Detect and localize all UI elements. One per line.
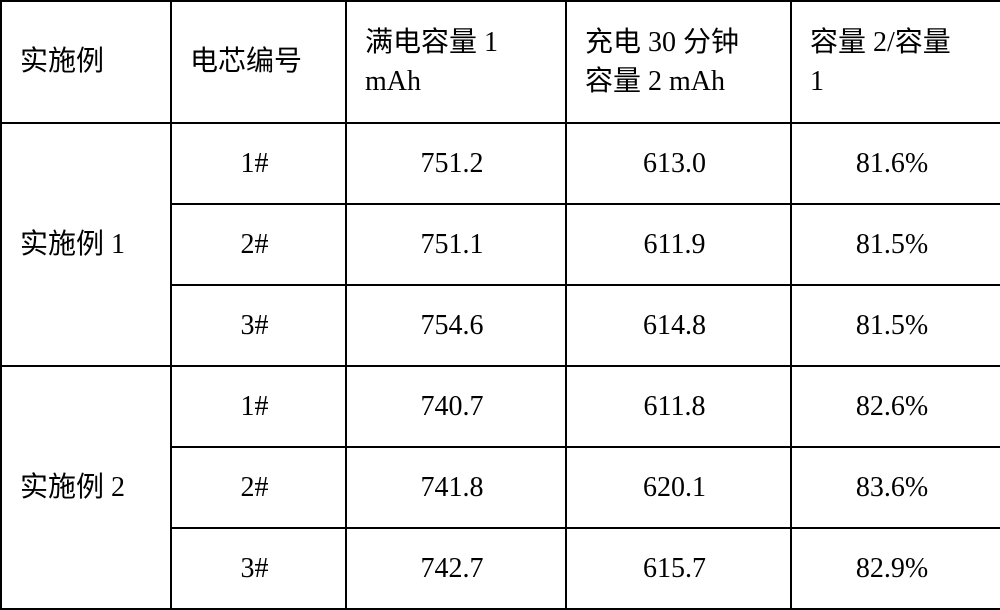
cell-id: 2# (171, 447, 346, 528)
cell-id: 2# (171, 204, 346, 285)
cell-id: 3# (171, 528, 346, 609)
header-ratio: 容量 2/容量1 (791, 1, 1000, 123)
charge-30min: 614.8 (566, 285, 791, 366)
ratio: 81.6% (791, 123, 1000, 204)
cell-id: 1# (171, 123, 346, 204)
full-capacity: 751.1 (346, 204, 566, 285)
full-capacity: 740.7 (346, 366, 566, 447)
charge-30min: 611.9 (566, 204, 791, 285)
header-full-capacity: 满电容量 1mAh (346, 1, 566, 123)
charge-30min: 611.8 (566, 366, 791, 447)
cell-id: 3# (171, 285, 346, 366)
charge-30min: 620.1 (566, 447, 791, 528)
table-row: 实施例 2 1# 740.7 611.8 82.6% (1, 366, 1000, 447)
full-capacity: 741.8 (346, 447, 566, 528)
charge-30min: 613.0 (566, 123, 791, 204)
table-header-row: 实施例 电芯编号 满电容量 1mAh 充电 30 分钟容量 2 mAh 容量 2… (1, 1, 1000, 123)
ratio: 81.5% (791, 204, 1000, 285)
header-example: 实施例 (1, 1, 171, 123)
header-30min-capacity: 充电 30 分钟容量 2 mAh (566, 1, 791, 123)
cell-id: 1# (171, 366, 346, 447)
header-cell-id: 电芯编号 (171, 1, 346, 123)
charge-30min: 615.7 (566, 528, 791, 609)
group-label: 实施例 2 (1, 366, 171, 609)
ratio: 81.5% (791, 285, 1000, 366)
battery-capacity-table: 实施例 电芯编号 满电容量 1mAh 充电 30 分钟容量 2 mAh 容量 2… (0, 0, 1000, 610)
ratio: 82.9% (791, 528, 1000, 609)
full-capacity: 751.2 (346, 123, 566, 204)
ratio: 83.6% (791, 447, 1000, 528)
group-label: 实施例 1 (1, 123, 171, 366)
full-capacity: 754.6 (346, 285, 566, 366)
full-capacity: 742.7 (346, 528, 566, 609)
table-row: 实施例 1 1# 751.2 613.0 81.6% (1, 123, 1000, 204)
ratio: 82.6% (791, 366, 1000, 447)
